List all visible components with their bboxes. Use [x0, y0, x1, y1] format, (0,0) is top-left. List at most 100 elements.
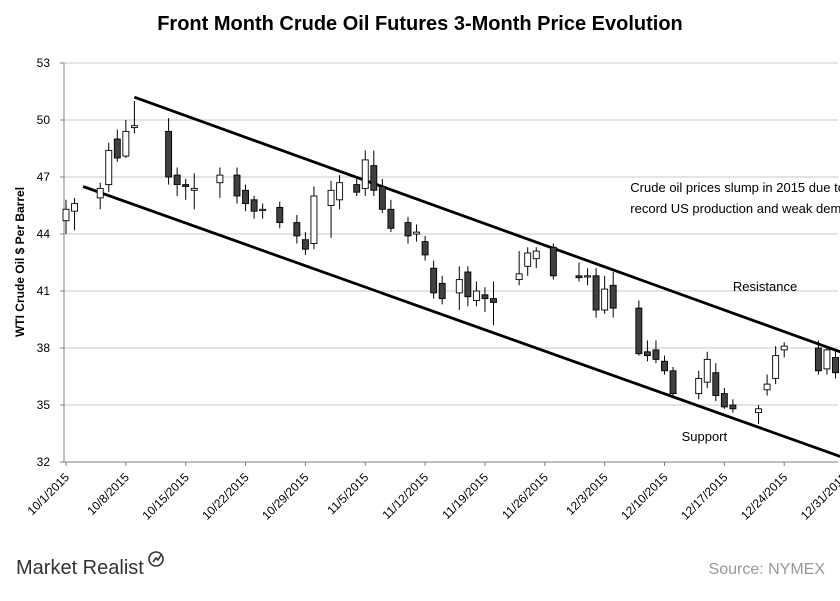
candle [729, 399, 737, 413]
candle-body [669, 370, 677, 395]
trend-line-resistance [133, 95, 840, 354]
candle-body [472, 290, 480, 301]
candle [712, 363, 720, 402]
candle [532, 247, 540, 269]
y-tick-label: 53 [37, 56, 51, 70]
candle-body [823, 349, 831, 370]
candle [455, 266, 463, 310]
y-tick-label: 41 [37, 284, 51, 298]
candle-body [575, 275, 583, 279]
x-tick-label: 12/24/2015 [738, 470, 791, 523]
candle [327, 180, 335, 238]
x-tick-label: 12/31/2015 [798, 470, 840, 523]
annotation: Support [682, 429, 728, 444]
candle [276, 201, 284, 229]
y-tick-label: 38 [37, 341, 51, 355]
candle [96, 182, 104, 210]
candle [404, 216, 412, 244]
candle-body [327, 189, 335, 206]
annotation: Crude oil prices slump in 2015 due to [630, 180, 840, 195]
candle [233, 167, 241, 204]
candle-body [233, 174, 241, 197]
candle-body [165, 130, 173, 178]
x-tick-label: 11/26/2015 [499, 470, 551, 522]
candle [755, 405, 762, 424]
candle-body [182, 184, 190, 187]
candle [814, 340, 822, 375]
candle-body [421, 241, 429, 256]
candle [421, 235, 429, 261]
candle-body [584, 275, 591, 278]
candle [549, 243, 557, 280]
x-tick-label: 10/1/2015 [24, 470, 72, 518]
candle-body [832, 357, 839, 374]
candle [259, 203, 267, 219]
candle-body [96, 187, 104, 199]
candle [182, 178, 190, 200]
candle [353, 178, 361, 196]
candle-body [370, 165, 378, 191]
candle-body [250, 199, 258, 212]
candle-body [814, 347, 822, 372]
candle [293, 215, 301, 244]
x-tick-label: 11/19/2015 [439, 470, 491, 522]
candle-body [601, 288, 609, 311]
brand-logo: Market Realist [16, 551, 164, 579]
candle-body [113, 138, 121, 159]
y-tick-label: 35 [37, 398, 51, 412]
candle [481, 287, 489, 312]
x-tick-label: 11/5/2015 [324, 470, 371, 517]
candle [122, 120, 130, 158]
candle-body [105, 149, 113, 186]
candle [387, 199, 395, 233]
candle [669, 367, 677, 398]
x-tick-label: 10/8/2015 [84, 470, 132, 518]
candle [413, 224, 420, 242]
candle-body [293, 222, 301, 237]
candle-body [481, 294, 489, 300]
candle-body [387, 208, 395, 229]
candle [130, 101, 138, 134]
candle-body [242, 189, 250, 205]
x-tick-label: 12/10/2015 [618, 470, 671, 523]
annotation: record US production and weak demand [630, 201, 840, 216]
candle-body [71, 203, 79, 212]
candle-body [720, 393, 728, 408]
candle-body [216, 174, 224, 184]
candle [438, 275, 446, 305]
candle [430, 260, 438, 299]
y-tick-label: 32 [37, 455, 51, 469]
candle [242, 184, 250, 212]
candle-body [336, 182, 344, 201]
candle [165, 118, 173, 185]
source-label: Source: NYMEX [709, 561, 826, 578]
candle-body [635, 307, 643, 355]
candle-body [515, 273, 523, 281]
candle-body [532, 250, 540, 260]
candle [301, 232, 309, 255]
candles [62, 101, 839, 424]
candle [515, 251, 523, 286]
candle [772, 346, 780, 385]
candle [524, 247, 532, 276]
candle [584, 268, 591, 286]
candle-body [780, 345, 788, 351]
candle [472, 281, 480, 307]
candle-body [361, 159, 369, 189]
candle [780, 342, 788, 358]
candle-body [524, 252, 532, 267]
candle [71, 197, 79, 231]
candle [703, 351, 711, 388]
x-tick-label: 11/12/2015 [379, 470, 431, 522]
y-tick-label: 44 [37, 227, 51, 241]
candle-body [430, 267, 438, 294]
candle-body [490, 298, 497, 303]
candle [336, 175, 344, 210]
candle-body [301, 239, 309, 250]
y-axis-label: WTI Crude Oil $ Per Barrel [13, 187, 27, 337]
candle [661, 355, 668, 375]
annotations: Crude oil prices slump in 2015 due to rec… [630, 180, 840, 444]
candle-body [259, 208, 267, 211]
x-tick-label: 10/15/2015 [139, 470, 192, 523]
